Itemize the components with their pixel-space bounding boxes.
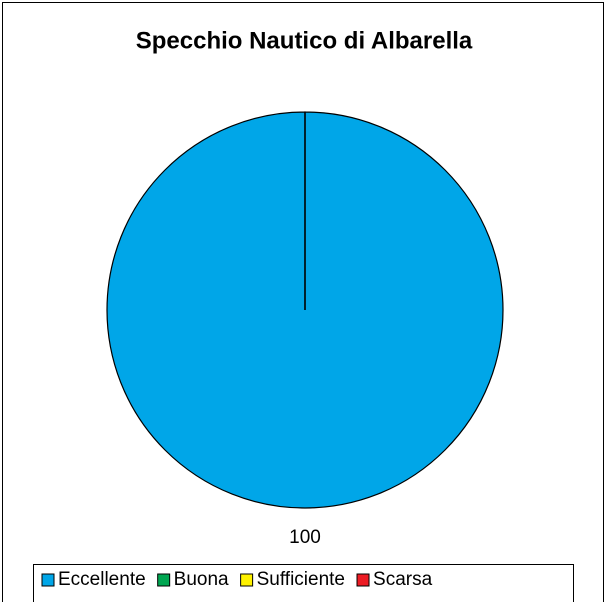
legend-label: Buona — [174, 569, 229, 590]
legend-label: Sufficiente — [257, 569, 345, 590]
legend-swatch — [157, 573, 171, 587]
legend-swatch — [41, 573, 55, 587]
legend-label: Eccellente — [58, 569, 146, 590]
legend-box — [33, 564, 574, 602]
chart-title: Specchio Nautico di Albarella — [136, 27, 473, 54]
data-label: 100 — [289, 527, 321, 548]
legend-swatch — [240, 573, 254, 587]
legend-label: Scarsa — [373, 569, 433, 590]
legend-swatch — [356, 573, 370, 587]
